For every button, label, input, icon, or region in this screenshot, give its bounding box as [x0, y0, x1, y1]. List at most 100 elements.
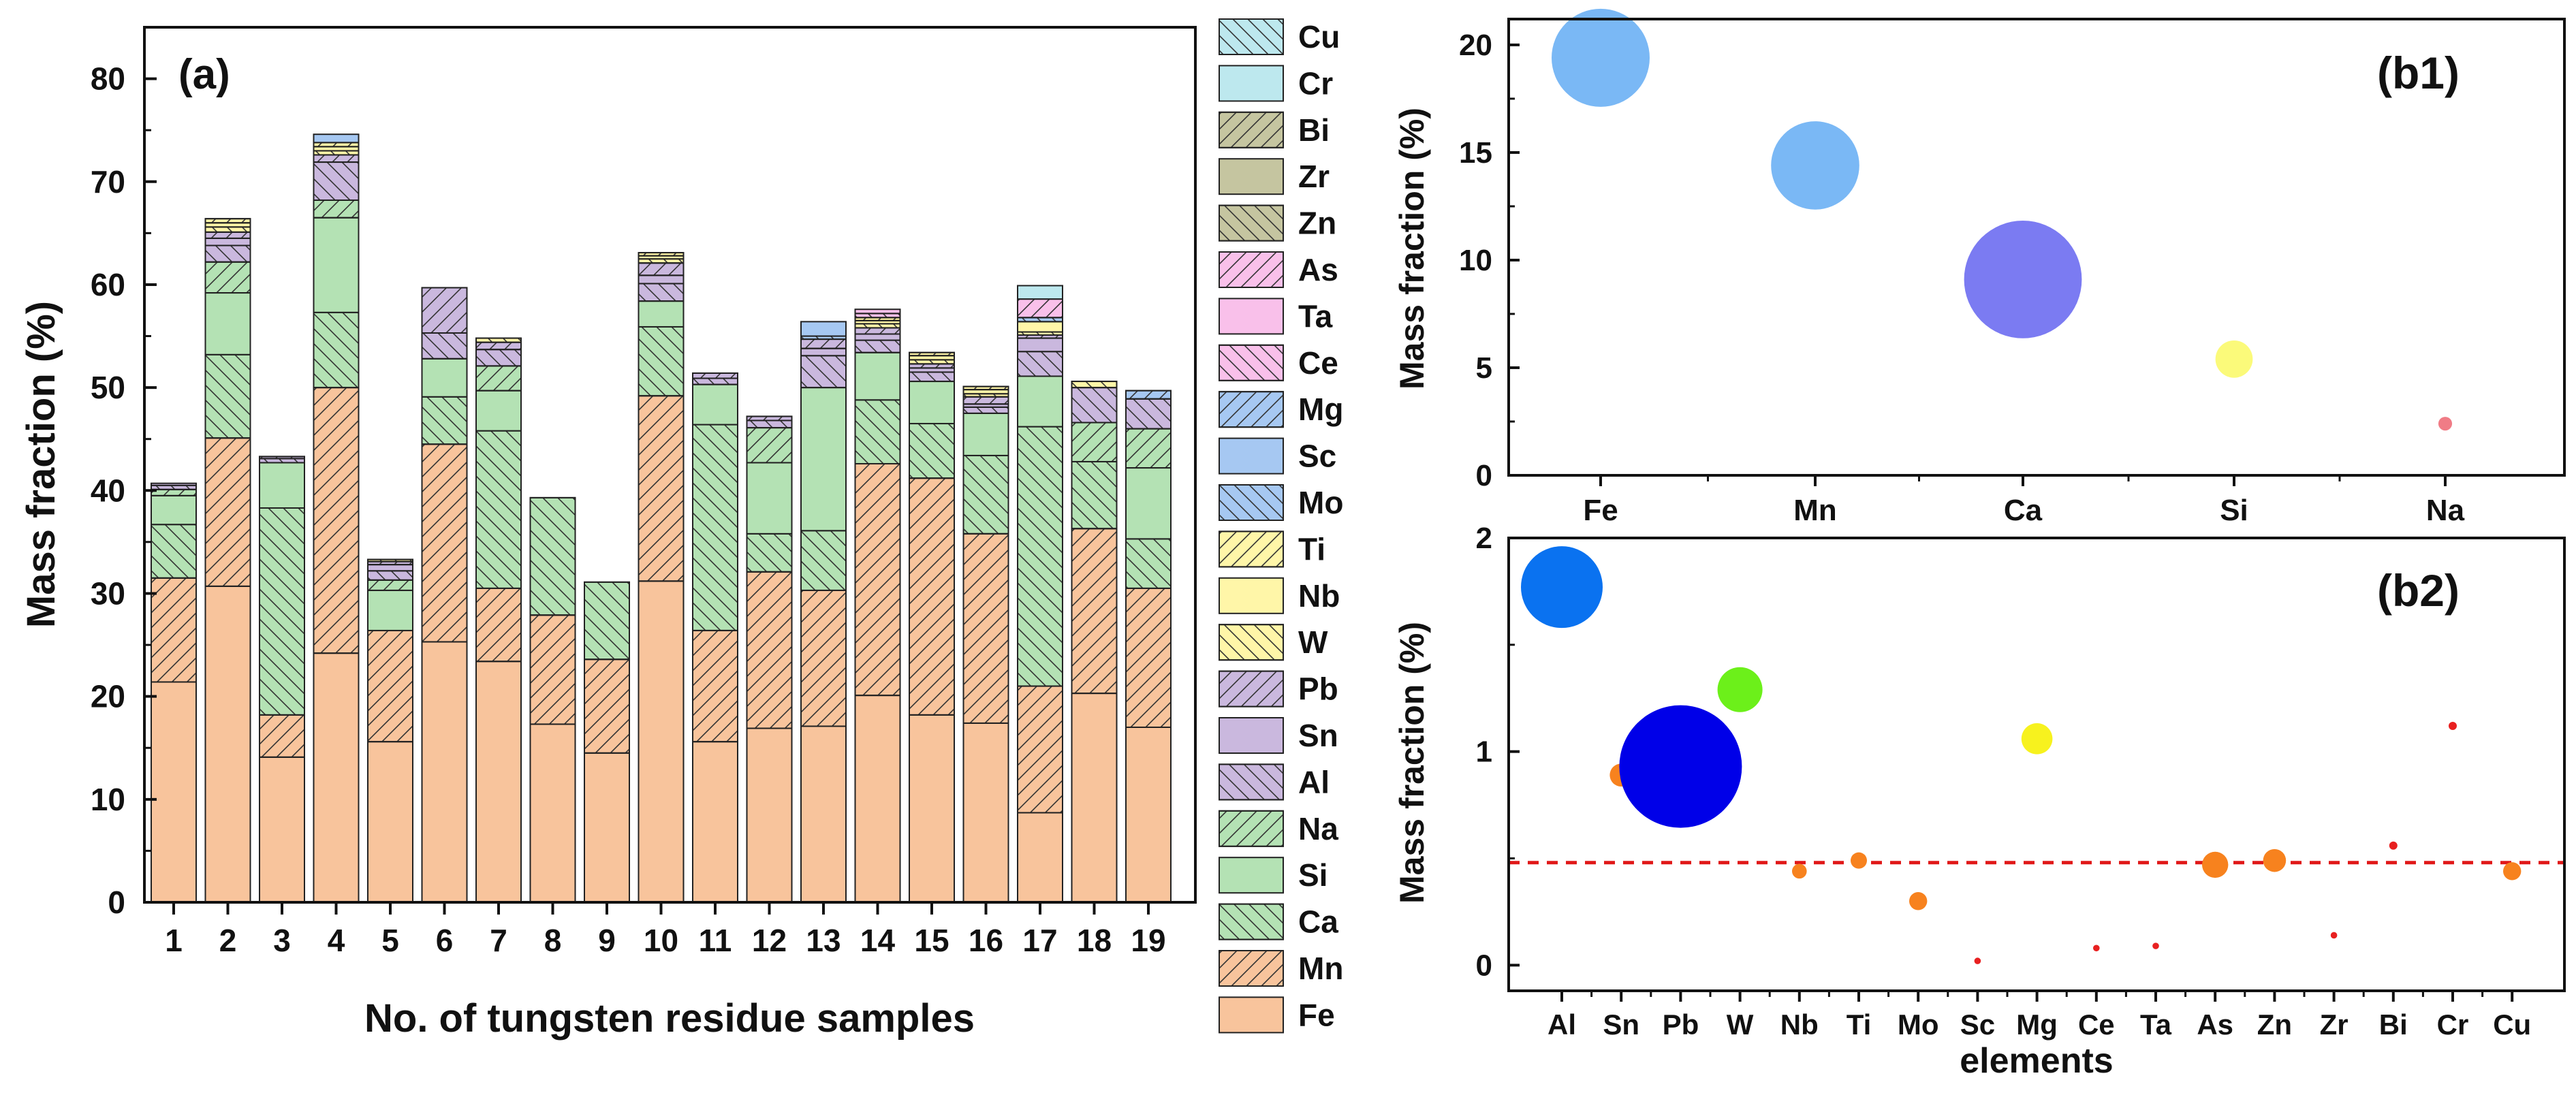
legend-swatch-hatch-as [1219, 251, 1284, 288]
bar-hatch-pb-sample-16 [962, 396, 1009, 405]
panel-b2-x-tick-label: Cu [2493, 1009, 2531, 1041]
panel-b2-label: (b2) [2377, 565, 2460, 616]
panel-b1-y-tick-label: 10 [1459, 244, 1492, 277]
legend-label-cr: Cr [1298, 65, 1333, 101]
bar-segment-si-sample-19 [1125, 467, 1172, 540]
bar-hatch-ca-sample-1 [151, 524, 197, 579]
b2-point-zr [2330, 932, 2338, 939]
legend-label-si: Si [1298, 857, 1328, 893]
b2-point-ce [2093, 945, 2100, 952]
legend-label-bi: Bi [1298, 112, 1330, 148]
b2-point-cu [2503, 862, 2522, 880]
b2-point-zn [2263, 848, 2287, 872]
panel-b1-y-tick-label: 0 [1476, 459, 1492, 492]
legend-swatch-si [1219, 857, 1284, 894]
legend-swatch-hatch-w [1219, 624, 1284, 661]
legend-swatch-nb [1219, 577, 1284, 614]
panel-a-y-tick-label: 70 [91, 164, 125, 200]
bar-hatch-mn-sample-13 [800, 589, 847, 727]
panel-b2-x-tick-label: As [2197, 1009, 2233, 1041]
panel-a-y-tick-label: 0 [108, 885, 125, 920]
bar-segment-sn-sample-14 [854, 333, 901, 341]
b1-point-fe [1552, 8, 1650, 107]
bar-segment-fe-sample-1 [151, 681, 197, 903]
panel-b2-x-tick-label: Mg [2016, 1009, 2058, 1041]
panel-a-y-tick-label: 30 [91, 575, 125, 611]
bar-hatch-na-sample-4 [313, 199, 360, 219]
bar-hatch-ca-sample-15 [909, 423, 955, 479]
bar-segment-sc-sample-13 [800, 321, 847, 337]
b2-point-pb [1619, 705, 1742, 828]
bar-hatch-al-sample-14 [854, 339, 901, 353]
bar-hatch-na-sample-5 [367, 579, 413, 591]
bar-segment-fe-sample-10 [638, 580, 685, 903]
b2-point-as [2202, 851, 2229, 878]
bar-hatch-ti-sample-16 [962, 385, 1009, 391]
bar-segment-sn-sample-5 [367, 564, 413, 572]
b2-point-ta [2152, 942, 2159, 949]
legend-swatch-sc [1219, 437, 1284, 475]
bar-hatch-pb-sample-14 [854, 327, 901, 335]
panel-a-x-tick-label: 14 [860, 923, 896, 958]
bar-hatch-ca-sample-12 [746, 533, 793, 573]
panel-a-y-tick-label: 40 [91, 473, 125, 508]
panel-a-y-tick-label: 60 [91, 267, 125, 302]
panel-b1-x-tick-label: Fe [1583, 494, 1618, 527]
bar-hatch-ca-sample-3 [259, 507, 305, 716]
bar-hatch-ca-sample-8 [529, 496, 576, 616]
b1-point-mn [1771, 121, 1859, 210]
b1-point-na [2438, 417, 2453, 431]
bar-segment-fe-sample-5 [367, 741, 413, 903]
bar-segment-si-sample-6 [421, 358, 468, 398]
legend-swatch-zr [1219, 158, 1284, 195]
bar-hatch-ca-sample-11 [692, 424, 738, 631]
bar-segment-fe-sample-8 [529, 723, 576, 904]
bar-hatch-ca-sample-17 [1017, 426, 1063, 687]
panel-b2-points [1521, 546, 2522, 964]
legend-label-na: Na [1298, 811, 1338, 846]
panel-b1-y-axis: 0 5 10 15 20 [1459, 29, 1520, 492]
panel-b2-y-tick-label: 2 [1476, 522, 1492, 555]
bar-hatch-mn-sample-16 [962, 533, 1009, 724]
legend-swatch-hatch-na [1219, 810, 1284, 847]
bar-segment-fe-sample-18 [1071, 693, 1118, 903]
panel-b1-y-tick-label: 15 [1459, 136, 1492, 170]
bar-hatch-mn-sample-12 [746, 571, 793, 729]
bar-hatch-pb-sample-3 [259, 456, 305, 460]
bar-segment-fe-sample-3 [259, 756, 305, 904]
bar-segment-sn-sample-13 [800, 347, 847, 357]
b2-point-bi [2389, 841, 2398, 850]
bar-hatch-ca-sample-4 [313, 311, 360, 389]
bar-segment-fe-sample-14 [854, 695, 901, 904]
bar-hatch-pb-sample-4 [313, 154, 360, 163]
panel-b2-x-tick-label: Sc [1960, 1009, 1995, 1041]
legend-swatch-hatch-mo [1219, 484, 1284, 521]
panel-b2-y-tick-label: 0 [1476, 949, 1492, 982]
panel-b2-y-tick-label: 1 [1476, 735, 1492, 769]
legend-label-zr: Zr [1298, 159, 1330, 194]
bar-segment-sn-sample-1 [151, 482, 197, 486]
panel-a-label: (a) [178, 51, 230, 98]
bar-hatch-ca-sample-18 [1071, 460, 1118, 530]
bar-hatch-al-sample-2 [204, 244, 251, 263]
bar-hatch-mn-sample-9 [584, 658, 630, 754]
bar-segment-fe-sample-16 [962, 722, 1009, 903]
panel-b2-x-tick-label: Bi [2379, 1009, 2408, 1041]
panel-a-x-tick-label: 4 [328, 923, 345, 958]
bar-hatch-pb-sample-13 [800, 338, 847, 349]
bar-hatch-na-sample-1 [151, 488, 197, 496]
bar-hatch-pb-sample-7 [475, 341, 522, 351]
panel-a-x-tick-label: 5 [381, 923, 399, 958]
bar-hatch-mn-sample-1 [151, 577, 197, 683]
panel-a-x-tick-label: 11 [699, 923, 732, 958]
panel-a-x-tick-label: 9 [598, 923, 616, 958]
bar-segment-sn-sample-10 [638, 274, 685, 285]
bar-segment-si-sample-1 [151, 494, 197, 526]
panel-a-plot-frame [143, 26, 1197, 904]
panel-a-legend: Cu Cr Bi Zr Zn As Ta Ce Mg Sc Mo Ti Nb W Pb Sn Al Na Si Ca M… [1219, 18, 1343, 1034]
bar-hatch-ca-sample-10 [638, 326, 685, 397]
b1-point-ca [1964, 221, 2082, 338]
panel-b1-x-tick-label: Mn [1793, 494, 1837, 527]
bar-hatch-ti-sample-10 [638, 252, 685, 257]
panel-a-x-tick-label: 7 [490, 923, 507, 958]
